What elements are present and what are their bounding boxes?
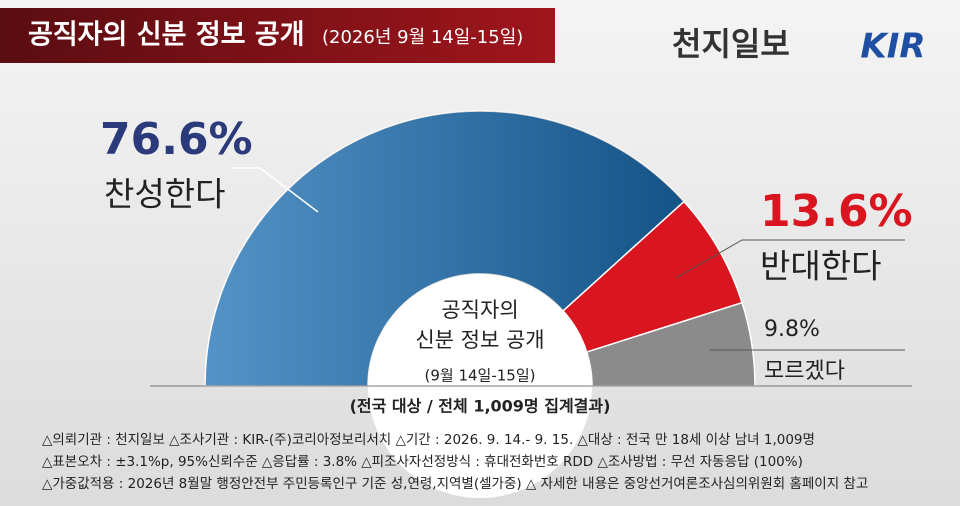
category-label: 모르겠다	[764, 359, 845, 384]
center-text: (9월 14일-15일)	[424, 367, 535, 385]
leader-line	[232, 167, 319, 213]
note: (전국 대상 / 전체 1,009명 집계결과)	[350, 397, 611, 416]
footer-line: △표본오차 : ±3.1%p, 95%신뢰수준 △응답률 : 3.8% △피조사…	[42, 454, 803, 470]
center-text: 공직자의	[441, 298, 518, 322]
chart-subtitle: (2026년 9월 14일-15일)	[322, 27, 523, 48]
center-text: 신분 정보 공개	[415, 328, 544, 352]
brand: 천지일보	[672, 25, 790, 63]
leader-line	[675, 239, 905, 279]
title-banner	[0, 8, 555, 63]
footer-line: △의뢰기관 : 천지일보 △조사기관 : KIR-(주)코리아정보리서치 △기간…	[42, 432, 815, 448]
chart-title: 공직자의 신분 정보 공개	[28, 20, 305, 51]
value-label: 13.6%	[760, 186, 913, 237]
category-label: 찬성한다	[104, 175, 225, 214]
logo: KIR	[860, 27, 925, 67]
category-label: 반대한다	[760, 247, 881, 286]
value-label: 9.8%	[764, 317, 820, 342]
value-label: 76.6%	[100, 114, 253, 165]
footer-line: △가중값적용 : 2026년 8월말 행정안전부 주민등록인구 기준 성,연령,…	[42, 476, 868, 492]
